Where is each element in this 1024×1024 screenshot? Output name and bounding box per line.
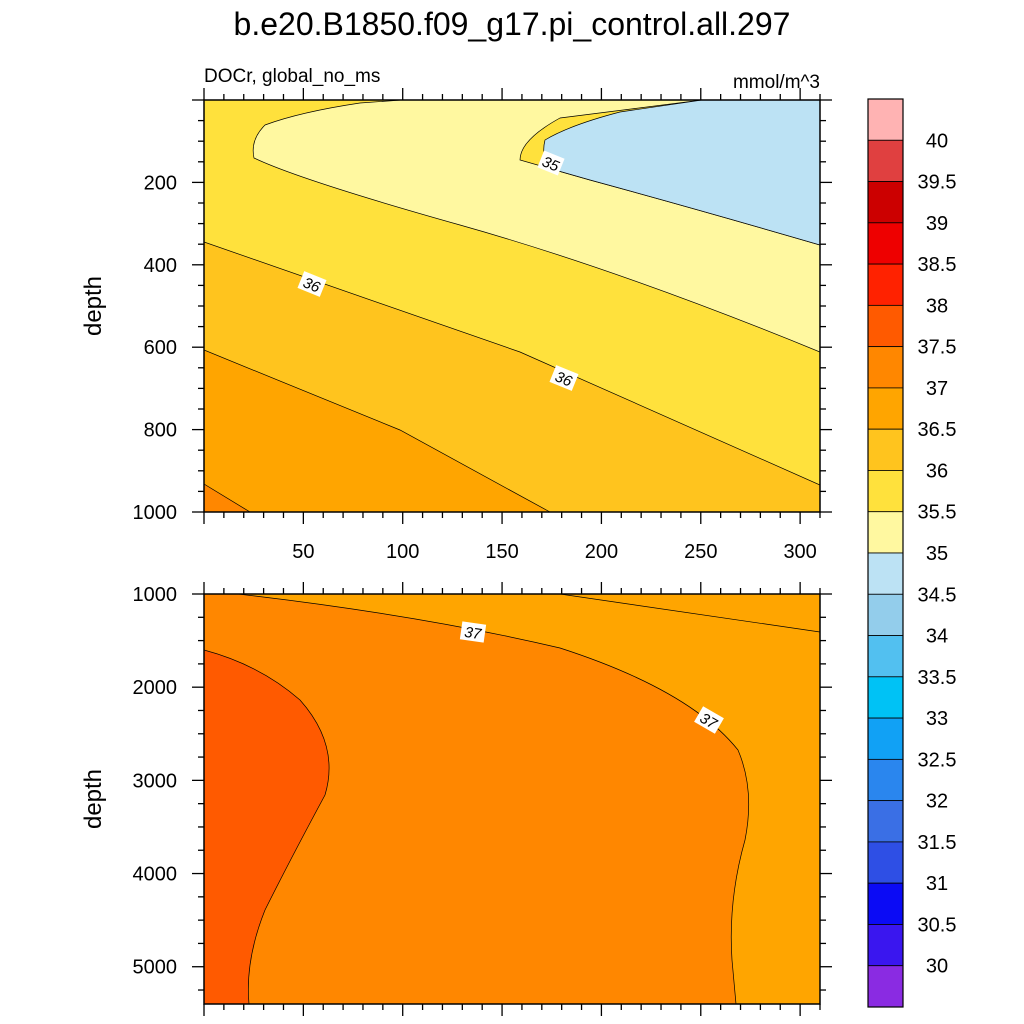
colorbar-label: 35 xyxy=(926,543,948,565)
colorbar-swatch xyxy=(867,924,904,967)
contour-label-36b: 36 xyxy=(553,368,575,390)
x-tick-label: 300 xyxy=(783,541,816,563)
contour-label-37a: 37 xyxy=(463,624,483,643)
contour-label-37b: 37 xyxy=(697,710,721,733)
colorbar-swatch xyxy=(867,263,904,306)
colorbar-swatch xyxy=(867,428,904,471)
colorbar-label: 31.5 xyxy=(918,832,957,854)
x-tick-label: 250 xyxy=(684,541,717,563)
colorbar-label: 33.5 xyxy=(918,667,957,689)
colorbar-label: 37 xyxy=(926,378,948,400)
colorbar-swatch xyxy=(867,470,904,513)
colorbar-frame xyxy=(867,98,904,1008)
colorbar-label: 37.5 xyxy=(918,337,957,359)
colorbar-label: 30 xyxy=(926,956,948,978)
colorbar-label: 34.5 xyxy=(918,584,957,606)
colorbar-swatch xyxy=(867,98,904,141)
lower-panel xyxy=(204,594,820,1004)
colorbar-label: 33 xyxy=(926,708,948,730)
lower-frame xyxy=(203,593,821,1005)
colorbar-swatch xyxy=(867,139,904,182)
colorbar-label: 36 xyxy=(926,460,948,482)
upper-x-tick-labels: 50 100 150 200 250 300 xyxy=(292,541,817,563)
x-tick-label: 150 xyxy=(485,541,518,563)
colorbar-swatch xyxy=(867,841,904,884)
colorbar-label: 39 xyxy=(926,213,948,235)
upper-contour-labels: 35 36 36 xyxy=(297,150,579,391)
contour-line-36.5 xyxy=(559,594,820,633)
colorbar-swatch xyxy=(867,222,904,265)
colorbar-swatch xyxy=(867,387,904,430)
lower-contour-labels: 37 37 xyxy=(459,621,724,734)
y-tick-label: 4000 xyxy=(133,864,178,886)
x-tick-label: 200 xyxy=(585,541,618,563)
x-tick-label: 100 xyxy=(386,541,419,563)
colorbar xyxy=(867,98,904,1008)
colorbar-swatch xyxy=(867,635,904,678)
colorbar-swatch xyxy=(867,593,904,636)
colorbar-swatch xyxy=(867,181,904,224)
colorbar-swatch xyxy=(867,717,904,760)
y-tick-label: 600 xyxy=(144,337,177,359)
colorbar-swatch xyxy=(867,882,904,925)
y-tick-label: 2000 xyxy=(133,677,178,699)
colorbar-label: 32 xyxy=(926,791,948,813)
contour-label-36a: 36 xyxy=(301,274,323,296)
upper-y-axis-label: depth xyxy=(80,276,107,336)
lower-axis-ticks xyxy=(192,582,832,1016)
subtitle-right: mmol/m^3 xyxy=(733,72,820,93)
colorbar-label: 38.5 xyxy=(918,254,957,276)
lower-y-tick-labels: 1000 2000 3000 4000 5000 xyxy=(133,584,178,979)
y-tick-label: 200 xyxy=(144,172,177,194)
colorbar-label: 34 xyxy=(926,626,948,648)
colorbar-swatch xyxy=(867,304,904,348)
colorbar-swatch xyxy=(867,758,904,802)
band-36.5 xyxy=(204,349,551,512)
colorbar-label: 31 xyxy=(926,873,948,895)
figure-title: b.e20.B1850.f09_g17.pi_control.all.297 xyxy=(234,6,791,42)
band-37 xyxy=(204,483,251,512)
upper-y-tick-labels: 200 400 600 800 1000 xyxy=(133,172,178,524)
colorbar-label: 35.5 xyxy=(918,502,957,524)
colorbar-label: 36.5 xyxy=(918,419,957,441)
colorbar-swatch xyxy=(867,511,904,554)
band-37.5-lower xyxy=(204,649,330,1004)
x-tick-label: 50 xyxy=(292,541,314,563)
colorbar-label: 39.5 xyxy=(918,172,957,194)
y-tick-label: 400 xyxy=(144,255,177,277)
upper-axis-ticks xyxy=(192,88,832,524)
contour-label-35: 35 xyxy=(540,153,562,175)
y-tick-label: 3000 xyxy=(133,770,178,792)
colorbar-labels: 40 39.5 39 38.5 38 37.5 37 36.5 36 35.5 35 34.5 34 33… xyxy=(918,130,957,977)
y-tick-label: 5000 xyxy=(133,957,178,979)
colorbar-swatch xyxy=(867,800,904,843)
colorbar-swatch xyxy=(867,552,904,595)
colorbar-label: 30.5 xyxy=(918,914,957,936)
colorbar-label: 32.5 xyxy=(918,749,957,771)
colorbar-swatch xyxy=(867,965,904,1008)
colorbar-swatch xyxy=(867,676,904,719)
colorbar-label: 38 xyxy=(926,295,948,317)
y-tick-label: 800 xyxy=(144,420,177,442)
upper-panel xyxy=(204,100,820,512)
colorbar-label: 40 xyxy=(926,130,948,152)
lower-y-axis-label: depth xyxy=(80,769,107,829)
subtitle-left: DOCr, global_no_ms xyxy=(204,66,380,87)
y-tick-label: 1000 xyxy=(133,502,178,524)
y-tick-label: 1000 xyxy=(133,584,178,606)
colorbar-swatch xyxy=(867,346,904,389)
